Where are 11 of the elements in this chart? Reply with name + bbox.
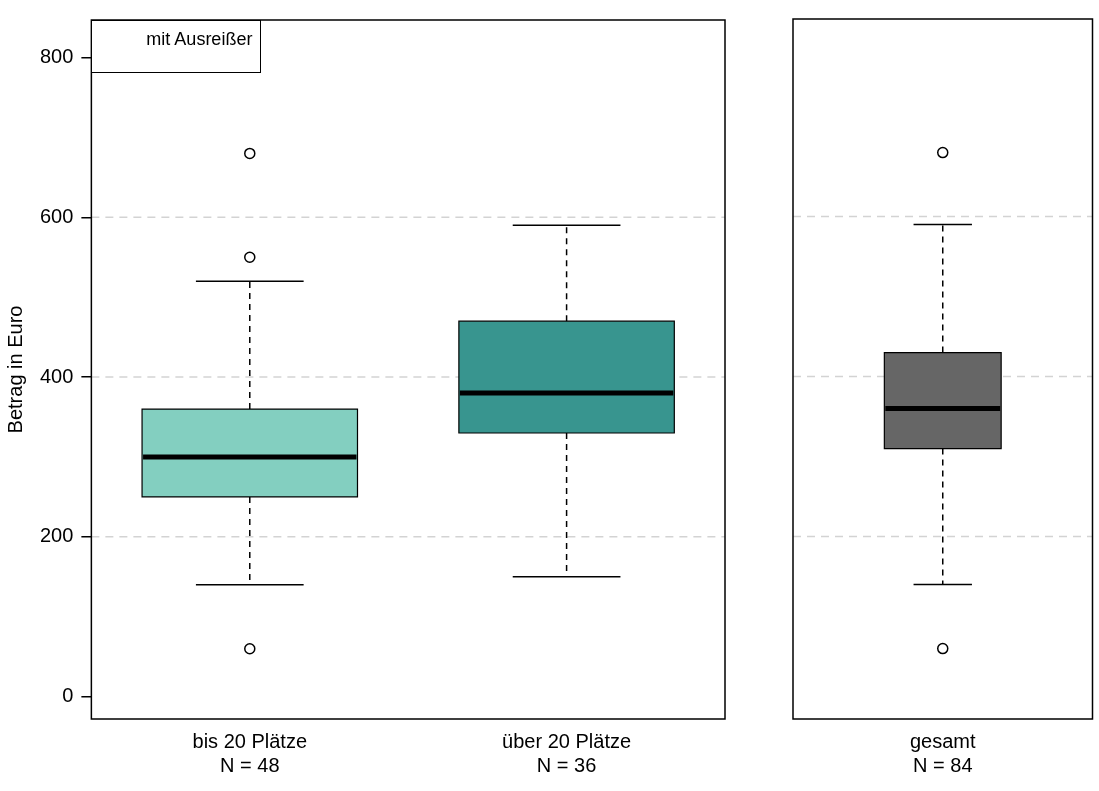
y-tick-label: 200 — [39, 524, 74, 547]
y-axis-title: Betrag in Euro — [3, 305, 26, 434]
y-tick-label: 0 — [62, 684, 74, 707]
y-tick-label: 600 — [39, 204, 74, 227]
y-tick-label: 800 — [39, 45, 74, 68]
x-tick-label: bis 20 Plätze N = 48 — [192, 729, 308, 776]
note-box: mit Ausreißer — [91, 20, 262, 73]
y-tick-label: 400 — [39, 364, 74, 387]
annotation: mit Ausreißer — [146, 29, 253, 50]
x-tick-label: gesamt N = 84 — [909, 729, 976, 776]
x-tick-label: über 20 Plätze N = 36 — [502, 729, 632, 776]
